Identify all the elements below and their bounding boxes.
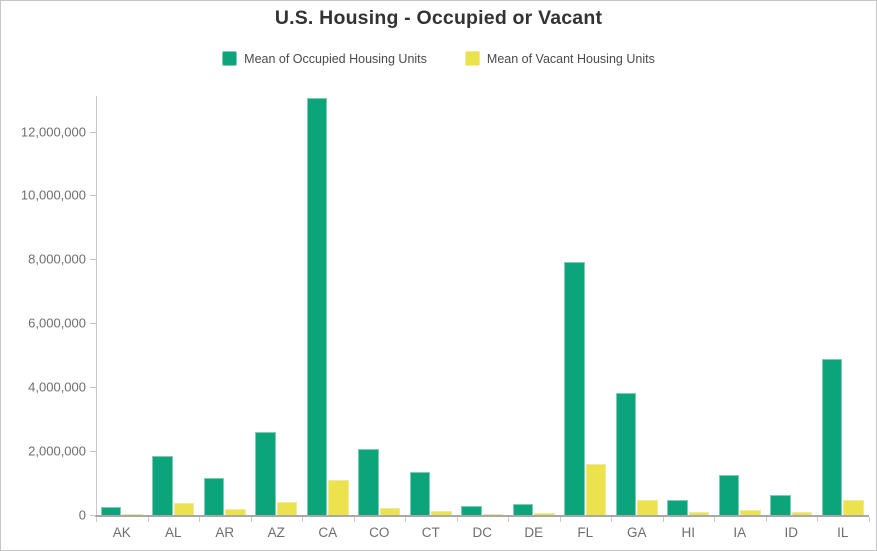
y-tick-label: 0 — [78, 507, 86, 523]
x-axis-tick — [353, 516, 355, 522]
x-axis-tick — [302, 516, 303, 522]
x-axis-tick — [199, 516, 200, 522]
x-axis-tick — [559, 516, 561, 522]
bar-occupied-DE[interactable] — [512, 504, 534, 515]
bar-occupied-CA[interactable] — [306, 97, 328, 515]
bar-vacant-DE[interactable] — [534, 512, 555, 515]
bar-occupied-FL[interactable] — [564, 261, 585, 515]
bar-vacant-CO[interactable] — [379, 507, 401, 515]
x-tick-label-HI: HI — [681, 525, 696, 540]
x-tick-label-AZ: AZ — [267, 525, 285, 540]
bar-vacant-CT[interactable] — [431, 510, 452, 515]
x-axis-tick — [868, 516, 870, 522]
x-tick-label-GA: GA — [626, 525, 647, 540]
bar-vacant-FL[interactable] — [585, 464, 607, 515]
bar-vacant-AR[interactable] — [225, 508, 246, 515]
chart-title: U.S. Housing - Occupied or Vacant — [274, 7, 603, 29]
x-tick-label-CA: CA — [318, 525, 338, 540]
bar-vacant-HI[interactable] — [688, 512, 710, 515]
x-axis-tick — [817, 516, 818, 522]
bar-vacant-DC[interactable] — [482, 514, 504, 515]
bar-vacant-ID[interactable] — [791, 512, 813, 515]
y-axis-tick — [90, 323, 96, 325]
bar-occupied-HI[interactable] — [667, 500, 688, 515]
y-axis-tick — [90, 387, 96, 389]
bar-vacant-IA[interactable] — [740, 510, 761, 515]
x-tick-label-AR: AR — [215, 525, 235, 540]
y-axis-tick — [90, 515, 96, 516]
x-tick-label-IL: IL — [837, 525, 849, 540]
occupied-series-swatch-icon — [222, 51, 238, 66]
bar-occupied-AK[interactable] — [100, 507, 122, 515]
y-axis-tick — [90, 259, 96, 261]
x-axis-tick — [405, 516, 406, 522]
y-axis-tick — [90, 451, 96, 453]
x-axis-tick — [508, 516, 509, 522]
x-tick-label-FL: FL — [577, 525, 594, 540]
y-axis-line — [96, 96, 97, 515]
bar-vacant-GA[interactable] — [637, 499, 658, 515]
bar-occupied-CO[interactable] — [358, 448, 379, 515]
legend-label-vacant: Mean of Vacant Housing Units — [486, 51, 655, 66]
bar-occupied-IA[interactable] — [718, 475, 740, 515]
x-axis-tick — [765, 516, 767, 522]
x-axis-tick — [714, 516, 715, 522]
x-tick-label-ID: ID — [784, 525, 799, 540]
bar-occupied-AZ[interactable] — [255, 431, 276, 515]
legend-item-vacant[interactable]: Mean of Vacant Housing Units — [464, 51, 655, 66]
x-axis-tick — [662, 516, 664, 522]
x-axis-tick — [250, 516, 252, 522]
x-axis-line — [95, 515, 869, 517]
bar-occupied-GA[interactable] — [615, 393, 637, 515]
y-tick-label: 2,000,000 — [28, 443, 86, 459]
x-axis-tick — [611, 516, 612, 522]
vacant-series-swatch-icon — [464, 51, 480, 66]
bar-vacant-AZ[interactable] — [276, 502, 298, 515]
bar-vacant-AK[interactable] — [122, 513, 143, 515]
chart-legend: Mean of Occupied Housing Units Mean of V… — [1, 51, 876, 66]
bar-occupied-IL[interactable] — [821, 359, 843, 515]
bar-occupied-DC[interactable] — [461, 506, 482, 515]
bar-occupied-AR[interactable] — [203, 478, 225, 515]
y-tick-label: 6,000,000 — [28, 315, 86, 331]
x-tick-label-CO: CO — [369, 525, 390, 540]
bar-occupied-CT[interactable] — [409, 471, 431, 515]
bar-vacant-AL[interactable] — [173, 502, 195, 515]
x-tick-label-CT: CT — [421, 525, 440, 540]
x-tick-label-AK: AK — [112, 525, 131, 540]
y-axis-tick — [90, 195, 96, 197]
y-axis-tick — [90, 131, 96, 133]
x-tick-label-IA: IA — [733, 525, 747, 540]
y-tick-label: 4,000,000 — [28, 379, 86, 395]
x-tick-label-AL: AL — [164, 525, 182, 540]
x-axis-tick — [96, 516, 97, 522]
x-tick-label-DE: DE — [524, 525, 544, 540]
y-tick-label: 12,000,000 — [20, 124, 86, 139]
bar-occupied-ID[interactable] — [770, 495, 791, 515]
x-axis-tick — [147, 516, 149, 522]
y-tick-label: 10,000,000 — [20, 187, 86, 203]
bar-vacant-CA[interactable] — [328, 480, 349, 515]
bar-vacant-IL[interactable] — [843, 499, 864, 515]
legend-item-occupied[interactable]: Mean of Occupied Housing Units — [222, 51, 427, 66]
bar-occupied-AL[interactable] — [152, 455, 173, 515]
legend-label-occupied: Mean of Occupied Housing Units — [244, 51, 427, 66]
x-axis-tick — [456, 516, 458, 522]
x-tick-label-DC: DC — [472, 525, 493, 540]
y-tick-label: 8,000,000 — [28, 251, 86, 267]
